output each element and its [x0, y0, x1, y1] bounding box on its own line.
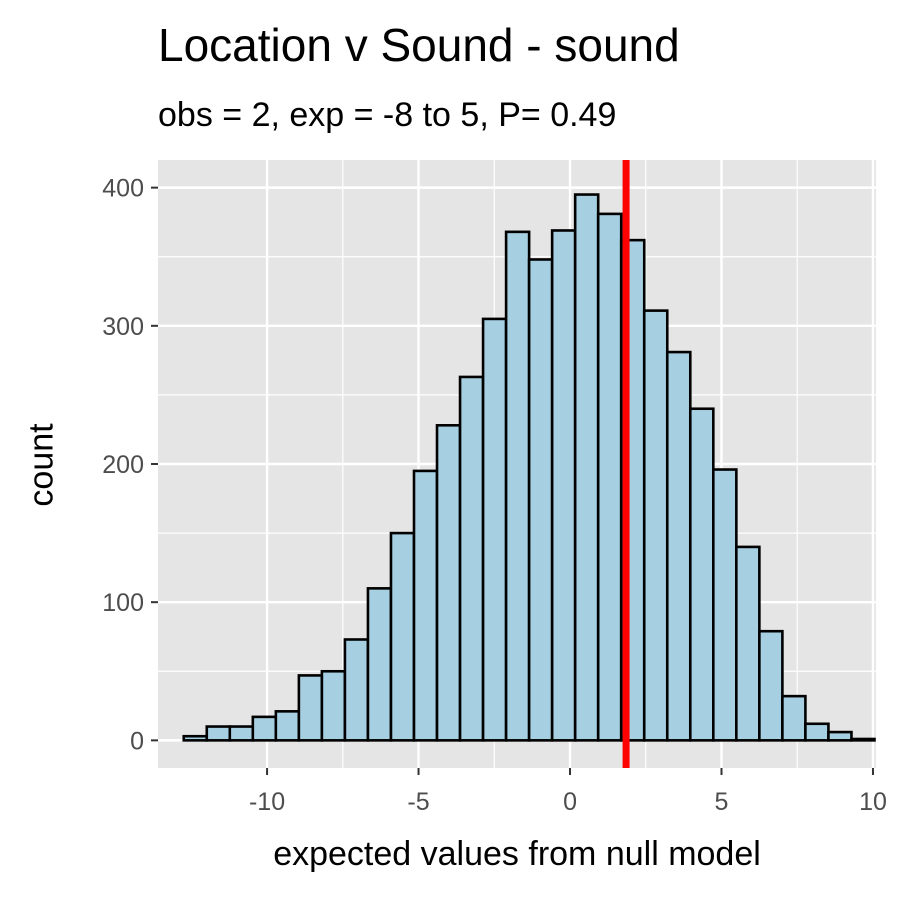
histogram-bar [781, 694, 807, 742]
y-tick-label: 400 [102, 175, 144, 203]
histogram-bar [712, 468, 738, 742]
histogram-bar [665, 350, 692, 742]
histogram-bar [596, 212, 623, 742]
chart-subtitle: obs = 2, exp = -8 to 5, P= 0.49 [158, 96, 617, 134]
y-tick-label: 100 [102, 589, 144, 617]
histogram-bar [366, 587, 393, 742]
x-tick-label: 5 [715, 788, 729, 816]
histogram-bar [228, 725, 255, 742]
histogram-bar [412, 469, 439, 742]
histogram-bar [435, 424, 462, 742]
histogram-bar [274, 710, 301, 742]
y-tick-label: 200 [102, 451, 144, 479]
histogram-bar [481, 317, 508, 742]
histogram-bar [458, 375, 485, 742]
x-tick-label: -5 [407, 788, 429, 816]
histogram-bar [850, 737, 876, 742]
histogram-bar [688, 407, 715, 742]
histogram-bar [343, 638, 370, 742]
histogram-bar [251, 715, 278, 742]
histogram-bar [297, 674, 324, 742]
x-tick-label: -10 [249, 788, 285, 816]
chart-title: Location v Sound - sound [158, 19, 680, 71]
x-tick-label: 10 [859, 788, 887, 816]
histogram-bar [389, 531, 416, 742]
histogram-bar [758, 629, 784, 742]
histogram-bar [804, 722, 830, 742]
histogram-bar [735, 545, 761, 742]
y-tick-label: 0 [130, 727, 144, 755]
histogram-bar [504, 230, 531, 742]
histogram-bar [827, 730, 853, 742]
x-axis-label: expected values from null model [273, 835, 761, 873]
y-tick-label: 300 [102, 313, 144, 341]
histogram-bar [182, 734, 209, 742]
histogram-bar [320, 669, 347, 742]
x-tick-label: 0 [563, 788, 577, 816]
histogram-bar [527, 258, 554, 742]
histogram-bar [573, 193, 600, 742]
histogram-bar [550, 229, 577, 742]
histogram-bar [205, 725, 232, 742]
histogram-bar [642, 309, 669, 742]
